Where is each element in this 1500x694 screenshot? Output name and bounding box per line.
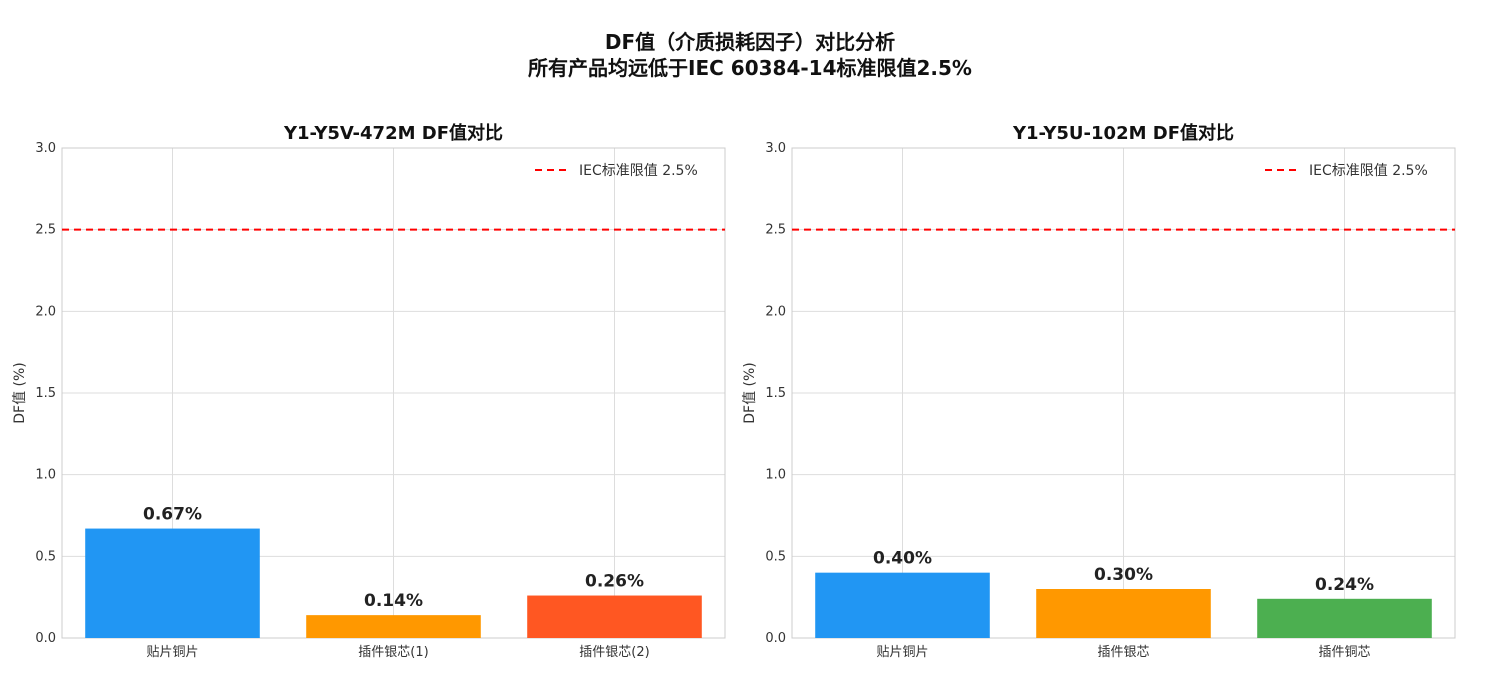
bar bbox=[85, 528, 260, 638]
chart-title: Y1-Y5U-102M DF值对比 bbox=[1012, 122, 1234, 144]
x-tick-label: 贴片铜片 bbox=[876, 645, 928, 660]
bar bbox=[306, 615, 481, 638]
y-tick-label: 1.5 bbox=[765, 386, 786, 401]
bar bbox=[527, 595, 702, 638]
x-tick-label: 贴片铜片 bbox=[146, 645, 198, 660]
y-axis-label: DF值 (%) bbox=[12, 362, 28, 424]
x-tick-label: 插件银芯(1) bbox=[358, 645, 428, 660]
x-tick-label: 插件银芯(2) bbox=[579, 645, 649, 660]
chart-title: Y1-Y5V-472M DF值对比 bbox=[283, 122, 503, 144]
figure-title-line-1: DF值（介质损耗因子）对比分析 bbox=[604, 30, 896, 54]
y-tick-label: 0.0 bbox=[765, 631, 786, 646]
bar bbox=[1036, 589, 1211, 638]
bar bbox=[1257, 598, 1432, 638]
data-label: 0.30% bbox=[1094, 565, 1153, 585]
y-axis-label: DF值 (%) bbox=[742, 362, 758, 424]
y-tick-label: 1.0 bbox=[35, 468, 56, 483]
figure-title-line-2: 所有产品均远低于IEC 60384-14标准限值2.5% bbox=[528, 56, 972, 80]
y-tick-label: 2.0 bbox=[765, 304, 786, 319]
y-tick-label: 0.0 bbox=[35, 631, 56, 646]
legend-label: IEC标准限值 2.5% bbox=[1309, 163, 1428, 179]
y-tick-label: 2.0 bbox=[35, 304, 56, 319]
y-tick-label: 1.5 bbox=[35, 386, 56, 401]
y-tick-label: 2.5 bbox=[765, 223, 786, 238]
data-label: 0.14% bbox=[364, 591, 423, 611]
data-label: 0.67% bbox=[143, 505, 202, 525]
y-tick-label: 1.0 bbox=[765, 468, 786, 483]
y-tick-label: 0.5 bbox=[765, 549, 786, 564]
x-tick-label: 插件铜芯 bbox=[1318, 645, 1370, 660]
y-tick-label: 0.5 bbox=[35, 549, 56, 564]
x-tick-label: 插件银芯 bbox=[1097, 645, 1149, 660]
y-tick-label: 2.5 bbox=[35, 223, 56, 238]
data-label: 0.40% bbox=[873, 549, 932, 569]
y-tick-label: 3.0 bbox=[35, 141, 56, 156]
bar bbox=[815, 572, 990, 638]
data-label: 0.24% bbox=[1315, 575, 1374, 595]
y-tick-label: 3.0 bbox=[765, 141, 786, 156]
legend-label: IEC标准限值 2.5% bbox=[579, 163, 698, 179]
data-label: 0.26% bbox=[585, 572, 644, 592]
